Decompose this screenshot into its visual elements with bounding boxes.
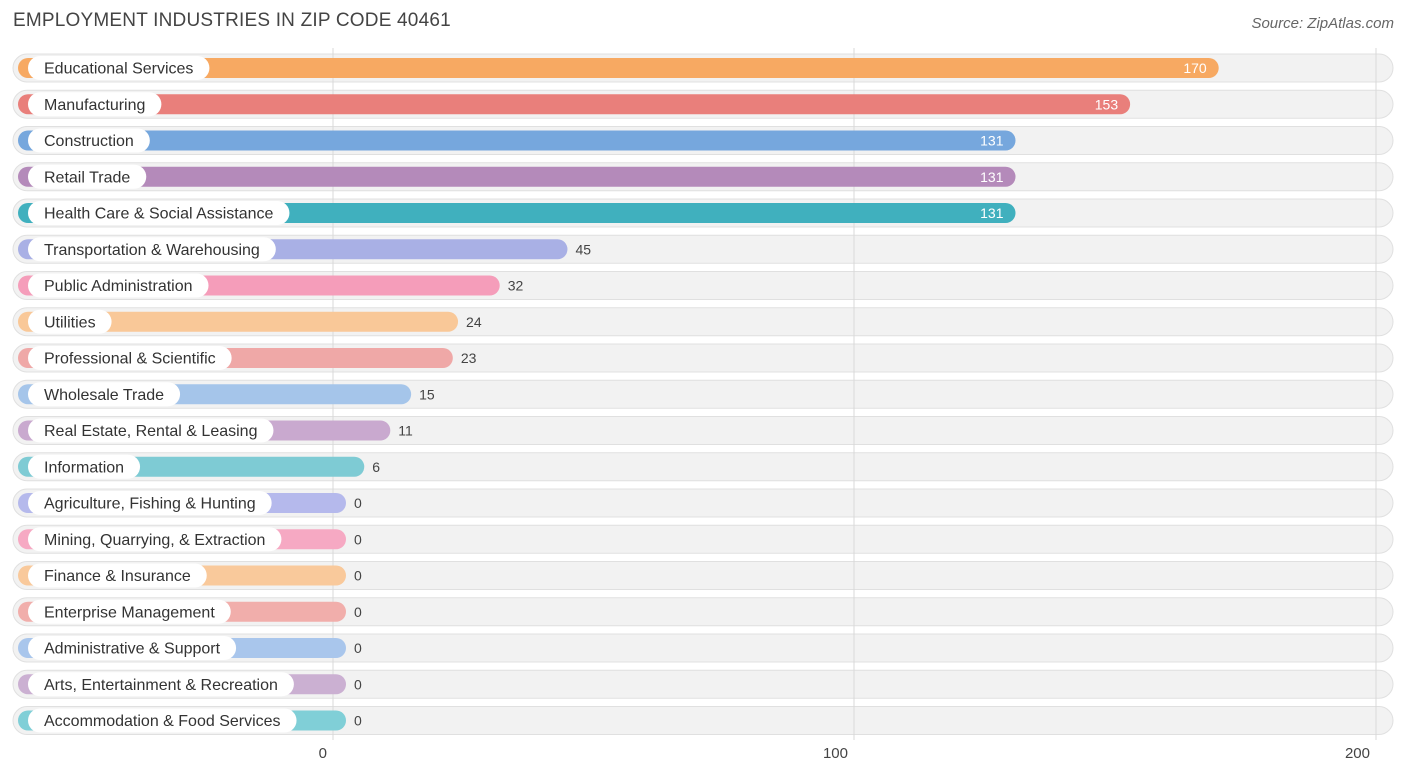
- category-label: Construction: [44, 133, 134, 150]
- bar-row: Enterprise Management 0: [18, 599, 362, 624]
- category-label-pill: [28, 201, 290, 225]
- value-label: 153: [1095, 96, 1119, 112]
- value-label: 0: [354, 604, 362, 620]
- value-label: 0: [354, 676, 362, 692]
- bar-row: Wholesale Trade 15: [18, 382, 435, 407]
- bar-row: Mining, Quarrying, & Extraction 0: [18, 527, 362, 552]
- value-label: 23: [461, 350, 477, 366]
- bar-row: Transportation & Warehousing 45: [18, 237, 591, 262]
- category-label: Public Administration: [44, 278, 193, 295]
- bar: [18, 58, 1219, 78]
- category-label: Real Estate, Rental & Leasing: [44, 423, 257, 440]
- value-label: 0: [354, 713, 362, 729]
- x-axis-ticks: 0 100 200: [319, 745, 1370, 762]
- category-label-pill: [28, 527, 282, 552]
- row-track: [12, 524, 1394, 554]
- category-label: Arts, Entertainment & Recreation: [44, 677, 278, 694]
- category-label-pill: [28, 708, 297, 733]
- category-label: Educational Services: [44, 61, 193, 78]
- category-label: Information: [44, 459, 124, 476]
- category-label: Wholesale Trade: [44, 387, 164, 404]
- bar: [18, 130, 1016, 151]
- bar-row: Manufacturing 153: [18, 92, 1131, 117]
- chart-title: EMPLOYMENT INDUSTRIES IN ZIP CODE 40461: [13, 10, 451, 31]
- bar: [18, 166, 1016, 187]
- x-tick-label: 0: [319, 745, 327, 762]
- category-label-pill: [28, 346, 232, 370]
- category-label-pill: [28, 164, 147, 189]
- category-label: Finance & Insurance: [44, 568, 191, 585]
- value-label: 0: [354, 640, 362, 656]
- value-label: 45: [575, 241, 591, 257]
- value-label: 11: [398, 423, 413, 439]
- bar-row: Finance & Insurance 0: [18, 563, 362, 588]
- category-label-pill: [28, 92, 162, 117]
- value-label: 131: [980, 133, 1004, 149]
- category-label-pill: [28, 309, 112, 334]
- bar-row: Information 6: [18, 454, 380, 479]
- category-label: Retail Trade: [44, 169, 130, 186]
- category-label: Utilities: [44, 314, 96, 331]
- x-tick-label: 200: [1345, 745, 1370, 762]
- bar-row: Utilities 24: [18, 309, 482, 334]
- category-label-pill: [28, 273, 209, 298]
- bar-row: Administrative & Support 0: [18, 636, 362, 660]
- value-label: 0: [354, 495, 362, 511]
- value-label: 24: [466, 314, 482, 330]
- category-label: Health Care & Social Assistance: [44, 206, 274, 223]
- category-label-pill: [28, 382, 181, 407]
- row-track: [12, 561, 1394, 590]
- bar: [18, 311, 459, 332]
- category-label-pill: [28, 636, 237, 660]
- bars: Educational Services 170 Manufacturing 153 C…: [18, 56, 1219, 733]
- category-label: Mining, Quarrying, & Extraction: [44, 532, 265, 549]
- category-label: Enterprise Management: [44, 604, 215, 621]
- row-track: [12, 633, 1394, 663]
- value-label: 0: [354, 568, 362, 584]
- bar-row: Public Administration 32: [18, 273, 524, 298]
- bar-row: Professional & Scientific 23: [18, 346, 477, 370]
- category-label-pill: [28, 237, 276, 262]
- category-label: Administrative & Support: [44, 641, 221, 658]
- category-label: Transportation & Warehousing: [44, 242, 260, 259]
- row-track: [12, 488, 1394, 518]
- value-label: 0: [354, 531, 362, 547]
- value-label: 15: [419, 386, 435, 402]
- value-label: 131: [980, 169, 1004, 185]
- bar-row: Health Care & Social Assistance 131: [18, 201, 1016, 225]
- bar: [18, 94, 1131, 115]
- bar-row: Retail Trade 131: [18, 164, 1016, 189]
- category-label: Professional & Scientific: [44, 351, 216, 368]
- bar-row: Construction 131: [18, 128, 1016, 153]
- value-label: 6: [372, 459, 380, 475]
- category-label-pill: [28, 563, 207, 588]
- category-label: Manufacturing: [44, 97, 145, 114]
- row-track: [12, 706, 1394, 735]
- value-label: 131: [980, 205, 1004, 221]
- category-label-pill: [28, 672, 294, 697]
- category-label-pill: [28, 128, 150, 153]
- row-track: [12, 669, 1394, 699]
- bar-row: Arts, Entertainment & Recreation 0: [18, 672, 362, 697]
- value-label: 170: [1183, 60, 1207, 76]
- x-tick-label: 100: [823, 745, 848, 762]
- bar-row: Real Estate, Rental & Leasing 11: [18, 418, 413, 443]
- category-label: Agriculture, Fishing & Hunting: [44, 496, 256, 513]
- category-label-pill: [28, 599, 231, 624]
- row-track: [12, 597, 1394, 627]
- category-label-pill: [28, 454, 141, 479]
- category-label-pill: [28, 56, 210, 80]
- category-label-pill: [28, 491, 272, 515]
- value-label: 32: [508, 278, 524, 294]
- chart-source: Source: ZipAtlas.com: [1251, 15, 1394, 32]
- bar-row: Agriculture, Fishing & Hunting 0: [18, 491, 362, 515]
- bar-row: Educational Services 170: [18, 56, 1219, 80]
- category-label: Accommodation & Food Services: [44, 713, 281, 730]
- category-label-pill: [28, 418, 274, 443]
- bar-row: Accommodation & Food Services 0: [18, 708, 362, 733]
